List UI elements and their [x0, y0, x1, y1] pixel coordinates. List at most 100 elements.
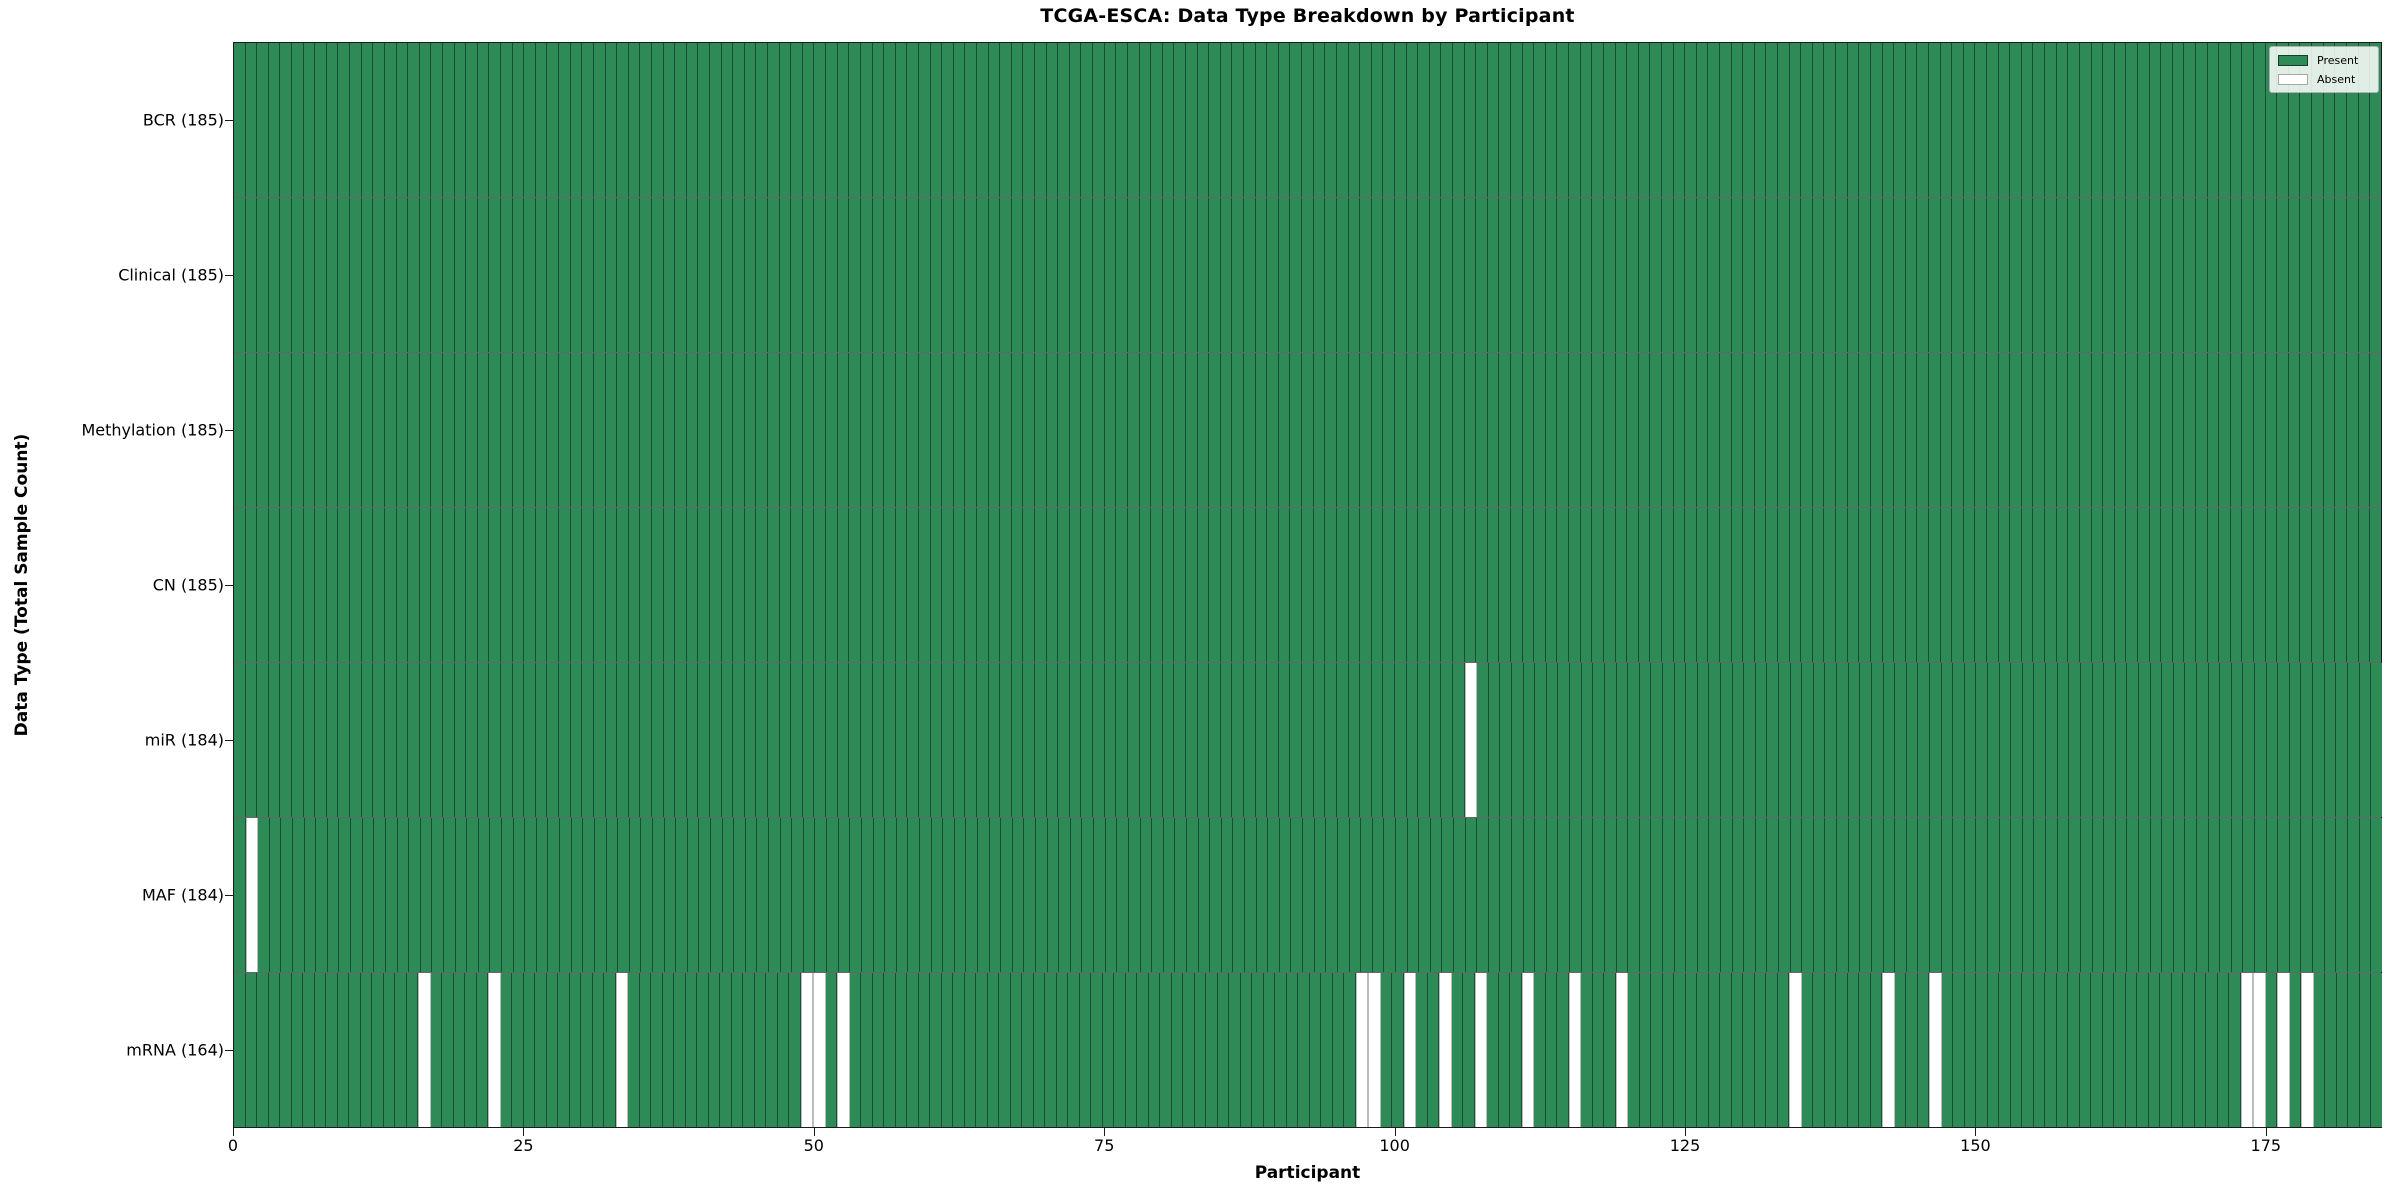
heatmap-cell	[245, 198, 258, 352]
heatmap-cell	[1045, 973, 1057, 1127]
heatmap-cell	[1592, 353, 1604, 507]
heatmap-cell	[430, 973, 442, 1127]
heatmap-cell	[360, 973, 372, 1127]
heatmap-cell	[837, 198, 850, 352]
heatmap-cell	[1847, 353, 1860, 507]
heatmap-cell	[1336, 508, 1349, 662]
heatmap-cell	[373, 43, 385, 197]
heatmap-cell	[1511, 353, 1523, 507]
heatmap-cell	[2010, 353, 2022, 507]
heatmap-cell	[1068, 973, 1080, 1127]
heatmap-cell	[1380, 973, 1392, 1127]
heatmap-cell	[2265, 198, 2278, 352]
heatmap-cell	[605, 43, 618, 197]
heatmap-cell	[1917, 43, 1929, 197]
heatmap-cell	[490, 818, 503, 972]
heatmap-cell	[315, 663, 327, 817]
heatmap-cell	[930, 353, 943, 507]
x-tick-label-25: 25	[513, 1136, 534, 1155]
heatmap-cell	[1557, 508, 1570, 662]
heatmap-cell	[1383, 663, 1395, 817]
heatmap-cell	[837, 663, 850, 817]
heatmap-cell	[1534, 508, 1546, 662]
heatmap-cell	[2196, 818, 2209, 972]
heatmap-cell	[1372, 818, 1385, 972]
heatmap-cell	[442, 198, 455, 352]
heatmap-cell	[245, 353, 258, 507]
heatmap-cell	[756, 43, 769, 197]
heatmap-cell	[466, 663, 478, 817]
heatmap-cell	[1302, 663, 1314, 817]
heatmap-cell	[1290, 353, 1303, 507]
heatmap-cell	[1510, 973, 1522, 1127]
heatmap-cell	[257, 353, 269, 507]
heatmap-cell	[1743, 198, 1755, 352]
heatmap-cell	[1697, 973, 1709, 1127]
heatmap-cell	[1394, 198, 1407, 352]
heatmap-cell	[525, 818, 537, 972]
heatmap-cell	[409, 818, 421, 972]
heatmap-cell	[1754, 198, 1767, 352]
heatmap-cell	[1906, 973, 1918, 1127]
heatmap-cell	[593, 43, 606, 197]
heatmap-cell	[477, 663, 490, 817]
heatmap-cell	[2231, 663, 2244, 817]
heatmap-cell	[1117, 818, 1129, 972]
heatmap-cell	[547, 198, 560, 352]
heatmap-cell	[396, 198, 409, 352]
heatmap-cell	[756, 198, 769, 352]
heatmap-cell	[1569, 353, 1581, 507]
heatmap-cell	[1615, 973, 1628, 1127]
heatmap-cell	[802, 353, 815, 507]
heatmap-cell	[2277, 973, 2290, 1127]
heatmap-cell	[1403, 973, 1416, 1127]
heatmap-cell	[1093, 508, 1105, 662]
heatmap-cell	[2370, 198, 2381, 352]
heatmap-cell	[2219, 198, 2231, 352]
heatmap-cell	[1336, 353, 1349, 507]
heatmap-cell	[977, 198, 989, 352]
heatmap-cell	[489, 508, 502, 662]
heatmap-cell	[1371, 43, 1384, 197]
heatmap-cell	[432, 818, 444, 972]
heatmap-cell	[2325, 973, 2337, 1127]
heatmap-cell	[1534, 353, 1546, 507]
heatmap-cell	[1418, 198, 1430, 352]
heatmap-cell	[2253, 973, 2266, 1127]
heatmap-cell	[675, 508, 687, 662]
heatmap-cell	[1696, 353, 1709, 507]
heatmap-cell	[1721, 818, 1733, 972]
heatmap-cell	[1847, 973, 1859, 1127]
heatmap-cell	[547, 663, 560, 817]
y-tick-mark	[225, 275, 233, 276]
heatmap-cell	[2010, 508, 2022, 662]
heatmap-cell	[1558, 663, 1571, 817]
heatmap-cell	[1010, 973, 1022, 1127]
heatmap-cell	[1175, 818, 1187, 972]
heatmap-cell	[1522, 198, 1535, 352]
heatmap-cell	[1313, 353, 1326, 507]
heatmap-cell	[1069, 353, 1082, 507]
heatmap-cell	[559, 43, 571, 197]
heatmap-cell	[2323, 508, 2336, 662]
heatmap-cell	[1500, 663, 1513, 817]
heatmap-cell	[2114, 198, 2127, 352]
heatmap-cell	[1325, 353, 1337, 507]
heatmap-cell	[1325, 663, 1337, 817]
heatmap-cell	[269, 818, 282, 972]
heatmap-cell	[1569, 198, 1581, 352]
heatmap-cell	[617, 198, 629, 352]
heatmap-cell	[2045, 43, 2057, 197]
heatmap-cell	[2346, 353, 2359, 507]
heatmap-cell	[1313, 43, 1326, 197]
heatmap-cell	[455, 818, 468, 972]
heatmap-cell	[1093, 198, 1105, 352]
heatmap-cell	[1394, 508, 1407, 662]
heatmap-cell	[2323, 353, 2336, 507]
heatmap-cell	[1824, 353, 1837, 507]
heatmap-cell	[1474, 973, 1487, 1127]
heatmap-cell	[2056, 198, 2069, 352]
heatmap-cell	[1708, 973, 1720, 1127]
heatmap-cell	[1789, 43, 1802, 197]
heatmap-cell	[2126, 508, 2138, 662]
